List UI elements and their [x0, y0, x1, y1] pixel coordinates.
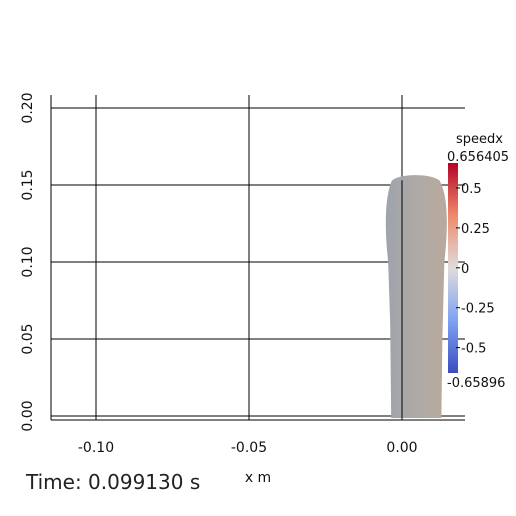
plume-shape: [385, 175, 447, 418]
colorbar-tick-label: -0.25: [461, 302, 495, 317]
grid-lines: [50, 95, 465, 421]
colorbar-tick-label: 0.5: [461, 182, 482, 197]
time-prefix: Time:: [26, 470, 89, 494]
y-tick-label: 0.10: [20, 246, 36, 277]
x-tick-label: -0.05: [231, 440, 267, 456]
x-axis-ticks: -0.10-0.050.000.050.10: [78, 440, 418, 456]
plume-layer: [385, 175, 447, 418]
y-axis-ticks: 0.00 0.05 0.10 0.15 0.20: [20, 92, 36, 431]
colorbar-tick-label: -0.5: [461, 342, 486, 357]
colorbar-tick-label: 0: [461, 262, 469, 277]
colorbar-min-label: -0.65896: [447, 376, 505, 391]
colorbar-title: speedx: [456, 132, 503, 147]
y-tick-label: 0.00: [20, 400, 36, 431]
colorbar-max-label: 0.656405: [447, 150, 509, 165]
time-value: 0.099130: [88, 470, 184, 494]
y-tick-label: 0.05: [20, 323, 36, 354]
time-readout: Time: 0.099130 s: [26, 470, 200, 494]
x-tick-label: 0.00: [386, 440, 417, 456]
colorbar-gradient: [448, 163, 458, 373]
colorbar-tick-label: 0.25: [461, 222, 490, 237]
time-unit: s: [183, 470, 201, 494]
y-tick-label: 0.15: [20, 169, 36, 200]
y-tick-label: 0.20: [20, 92, 36, 123]
colorbar: speedx 0.656405 -0.65896 0.5 0.25 0 -0.25 -0…: [447, 132, 509, 391]
x-axis-label: x m: [245, 470, 271, 486]
x-tick-label: -0.10: [78, 440, 114, 456]
